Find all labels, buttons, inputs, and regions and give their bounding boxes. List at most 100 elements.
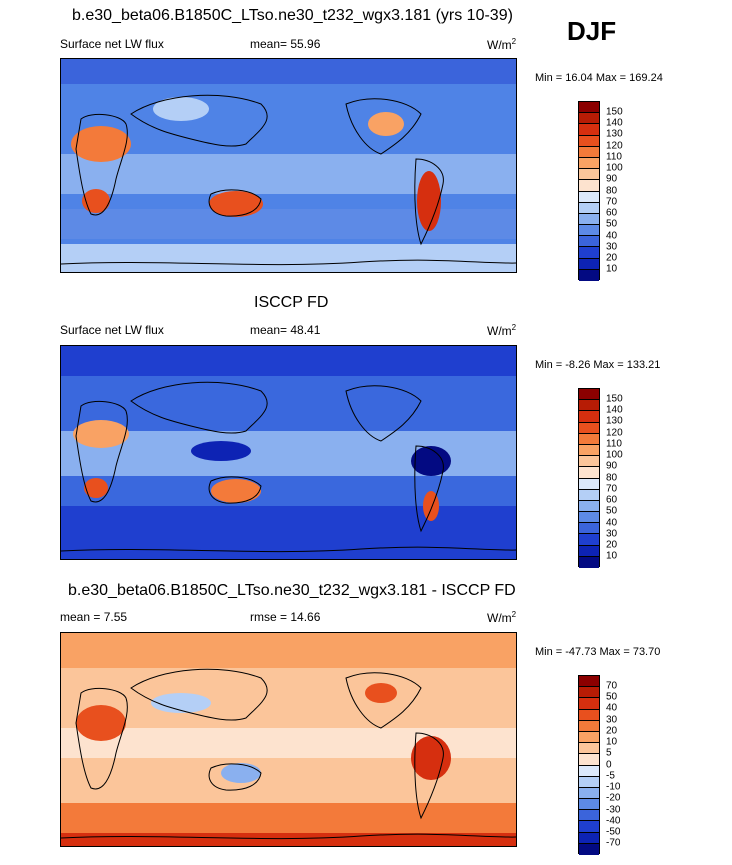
panel-3-units: W/m2 — [487, 610, 517, 625]
africa-south-warm — [84, 478, 108, 498]
colorbar-swatch — [579, 523, 599, 535]
colorbar-swatch — [579, 720, 599, 732]
panel-2-colorbar — [578, 388, 600, 568]
colorbar-swatch — [579, 389, 599, 401]
colorbar-swatch — [579, 478, 599, 490]
cb-label: -20 — [606, 792, 621, 804]
colorbar-swatch — [579, 422, 599, 434]
panel-3-colorbar — [578, 675, 600, 855]
panel-1-mean: mean= 55.96 — [250, 37, 321, 51]
colorbar-swatch — [579, 512, 599, 524]
arctic-band — [61, 346, 516, 376]
colorbar-swatch — [579, 113, 599, 125]
cb-label: 50 — [606, 218, 618, 230]
arctic-band — [61, 59, 516, 84]
cb-label: 110 — [606, 151, 622, 163]
colorbar-swatch — [579, 146, 599, 158]
cb-label: 120 — [606, 427, 623, 439]
colorbar-swatch — [579, 411, 599, 423]
colorbar-swatch — [579, 754, 599, 766]
colorbar-swatch — [579, 500, 599, 513]
colorbar-swatch — [579, 676, 599, 688]
panel-2-minmax: Min = -8.26 Max = 133.21 — [535, 359, 661, 371]
cb-label: 20 — [606, 725, 618, 737]
colorbar-swatch — [579, 743, 599, 755]
cb-label: 0 — [606, 759, 612, 771]
africa-north-warm — [73, 420, 129, 448]
colorbar-swatch — [579, 810, 599, 822]
cb-label: 80 — [606, 185, 618, 197]
africa-north-warm — [71, 126, 131, 162]
cb-label: 100 — [606, 162, 623, 174]
colorbar-swatch — [579, 799, 599, 811]
cb-label: 130 — [606, 128, 623, 140]
subtropical-band — [61, 431, 516, 476]
panel-1-title: b.e30_beta06.B1850C_LTso.ne30_t232_wgx3.… — [72, 7, 513, 24]
colorbar-swatch — [579, 157, 599, 170]
cb-label: 60 — [606, 494, 618, 506]
panel-3-mean: mean = 7.55 — [60, 610, 128, 624]
colorbar-swatch — [579, 444, 599, 457]
panel-2-title: ISCCP FD — [254, 294, 329, 311]
coastlines — [61, 381, 516, 553]
australia-warm — [211, 479, 261, 503]
antarctic-band — [61, 244, 516, 272]
colorbar-swatch — [579, 832, 599, 844]
colorbar-swatch — [579, 787, 599, 800]
amazon-cold — [411, 446, 451, 476]
panel-1-colorbar — [578, 101, 600, 281]
panel-3-minmax: Min = -47.73 Max = 73.70 — [535, 646, 661, 658]
cb-label: -40 — [606, 815, 621, 827]
colorbar-swatch — [579, 467, 599, 479]
colorbar-swatch — [579, 534, 599, 546]
colorbar-swatch — [579, 202, 599, 214]
cb-label: -5 — [606, 770, 615, 782]
colorbar-swatch — [579, 843, 599, 855]
cb-label: 70 — [606, 196, 618, 208]
cb-label: 150 — [606, 393, 623, 405]
panel-1-units: W/m2 — [487, 37, 517, 52]
colorbar-swatch — [579, 191, 599, 203]
cb-label: -10 — [606, 781, 621, 793]
australia-diff — [221, 763, 261, 783]
colorbar-swatch — [579, 698, 599, 710]
cb-label: 30 — [606, 241, 618, 253]
cb-label: -50 — [606, 826, 621, 838]
cb-label: 90 — [606, 460, 618, 472]
asia-interior — [153, 97, 209, 121]
colorbar-swatch — [579, 776, 599, 788]
cb-label: 10 — [606, 736, 618, 748]
colorbar-swatch — [579, 225, 599, 237]
panel-2-variable: Surface net LW flux — [60, 323, 164, 337]
colorbar-swatch — [579, 731, 599, 744]
cb-label: 80 — [606, 472, 618, 484]
cb-label: 50 — [606, 505, 618, 517]
cb-label: 130 — [606, 415, 623, 427]
colorbar-swatch — [579, 135, 599, 147]
panel-1-variable: Surface net LW flux — [60, 37, 164, 51]
cb-label: 40 — [606, 702, 618, 714]
cb-label: 10 — [606, 550, 618, 562]
cb-label: 60 — [606, 207, 618, 219]
cb-label: -30 — [606, 804, 621, 816]
colorbar-swatch — [579, 124, 599, 136]
south-america-diff — [411, 736, 451, 780]
maritime-continent — [191, 441, 251, 461]
colorbar-swatch — [579, 456, 599, 468]
cb-label: 110 — [606, 438, 622, 450]
panel-1-minmax: Min = 16.04 Max = 169.24 — [535, 72, 663, 84]
panel-2-units: W/m2 — [487, 323, 517, 338]
cb-label: 30 — [606, 528, 618, 540]
cb-label: 90 — [606, 173, 618, 185]
cb-label: 20 — [606, 539, 618, 551]
colorbar-swatch — [579, 236, 599, 248]
coastlines — [61, 94, 516, 266]
cb-label: 120 — [606, 140, 623, 152]
cb-label: 150 — [606, 106, 623, 118]
colorbar-swatch — [579, 709, 599, 721]
cb-label: 100 — [606, 449, 623, 461]
subtropical-band — [61, 154, 516, 194]
cb-label: 30 — [606, 714, 618, 726]
colorbar-swatch — [579, 213, 599, 226]
australia-warm — [209, 191, 263, 217]
